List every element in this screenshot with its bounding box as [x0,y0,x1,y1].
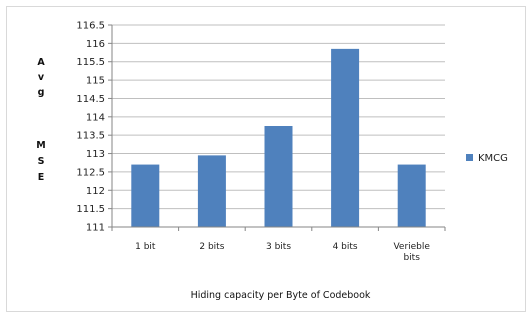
y-tick-label: 112.5 [76,167,105,178]
y-tick-label: 113.5 [76,131,105,142]
y-axis-label: Avg MSE [36,57,45,183]
y-tick-label: 116.5 [76,21,105,32]
y-axis-label-letter: S [38,156,45,167]
y-axis-label-letter: E [38,172,45,183]
y-tick-label: 111.5 [76,204,105,215]
x-tick-label: Verieble [393,242,430,252]
y-axis-label-letter: A [37,57,45,68]
x-tick-label: 1 bit [135,242,156,252]
y-tick-label: 111 [86,223,105,234]
bar [264,126,293,227]
y-tick-label: 114.5 [76,94,105,105]
y-tick-label: 115 [86,76,105,87]
bars [131,48,426,227]
bar [397,164,426,227]
legend-label: KMCG [478,153,508,164]
y-tick-label: 116 [86,39,105,50]
x-tick-label: 2 bits [199,242,224,252]
y-tick-label: 115.5 [76,57,105,68]
legend: KMCG [466,153,508,164]
x-tick-label: 4 bits [333,242,358,252]
y-axis-label-letter: M [36,140,45,151]
y-tick-labels: 111 111.5 112 112.5 113 113.5 114 114.5 115 115.5… [76,21,105,234]
bar [131,164,160,227]
bar [331,48,360,227]
bar [197,155,226,227]
x-axis-title: Hiding capacity per Byte of Codebook [191,290,371,301]
x-tick-label: bits [403,253,420,263]
y-axis-label-letter: g [38,87,45,98]
legend-swatch [466,154,473,161]
y-axis-label-letter: v [38,72,45,83]
y-tick-label: 113 [86,149,105,160]
x-tick-label: 3 bits [266,242,291,252]
y-tick-label: 112 [86,186,105,197]
y-tick-label: 114 [86,112,105,123]
